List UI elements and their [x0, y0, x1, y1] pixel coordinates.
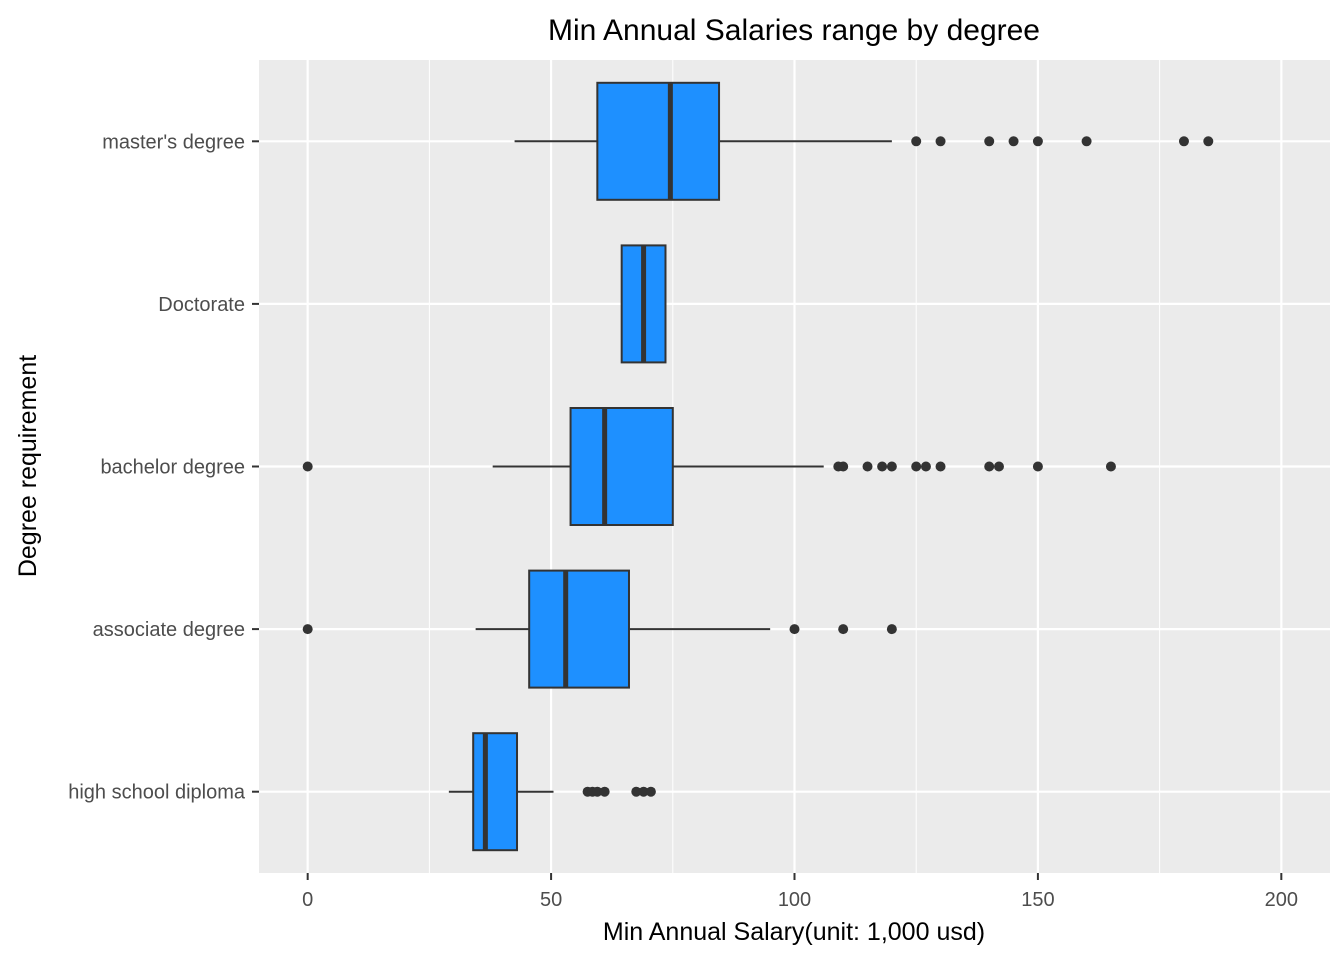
box-iqr — [569, 407, 674, 526]
x-tick-label: 200 — [1265, 889, 1298, 911]
outlier-point — [838, 461, 849, 472]
x-tick-label: 100 — [778, 889, 811, 911]
x-tick-label: 0 — [302, 889, 313, 911]
y-tick-label: high school diploma — [68, 782, 246, 804]
outlier-point — [984, 136, 995, 147]
outlier-point — [645, 786, 656, 797]
outlier-point — [302, 624, 313, 635]
outlier-point — [935, 136, 946, 147]
outlier-point — [1081, 136, 1092, 147]
y-tick-label: bachelor degree — [100, 457, 245, 479]
outlier-point — [911, 461, 922, 472]
y-axis-title: Degree requirement — [14, 355, 42, 577]
outlier-point — [886, 624, 897, 635]
outlier-point — [838, 624, 849, 635]
outlier-point — [911, 136, 922, 147]
outlier-point — [984, 461, 995, 472]
outlier-point — [1105, 461, 1116, 472]
outlier-point — [1008, 136, 1019, 147]
box-group — [514, 81, 1214, 201]
outlier-point — [1203, 136, 1214, 147]
outlier-point — [877, 461, 888, 472]
y-tick-label: Doctorate — [158, 294, 245, 316]
outlier-point — [1032, 461, 1043, 472]
outlier-point — [1178, 136, 1189, 147]
outlier-point — [638, 786, 649, 797]
y-tick-label: associate degree — [93, 619, 245, 641]
box-group — [620, 244, 667, 364]
outlier-point — [935, 461, 946, 472]
y-tick-label: master's degree — [102, 131, 245, 153]
x-tick-label: 50 — [540, 889, 562, 911]
outlier-point — [886, 461, 897, 472]
outlier-point — [631, 786, 642, 797]
outlier-point — [599, 786, 610, 797]
boxes-layer — [302, 81, 1214, 852]
box-iqr — [528, 569, 630, 689]
y-axis: master's degree Doctorate bachelor degree a… — [68, 131, 259, 804]
box-group — [448, 732, 656, 852]
outlier-point — [592, 786, 603, 797]
box-group — [302, 569, 897, 689]
outlier-point — [302, 461, 313, 472]
outlier-point — [862, 461, 873, 472]
outlier-point — [993, 461, 1004, 472]
x-tick-label: 150 — [1021, 889, 1054, 911]
outlier-point — [920, 461, 931, 472]
chart-title: Min Annual Salaries range by degree — [548, 14, 1040, 47]
x-axis: 0 50 100 150 200 — [302, 873, 1298, 911]
outlier-point — [1032, 136, 1043, 147]
box-group — [302, 407, 1116, 526]
box-iqr — [596, 81, 721, 201]
outlier-point — [789, 624, 800, 635]
x-axis-title: Min Annual Salary(unit: 1,000 usd) — [603, 918, 985, 946]
box-iqr — [472, 732, 519, 852]
